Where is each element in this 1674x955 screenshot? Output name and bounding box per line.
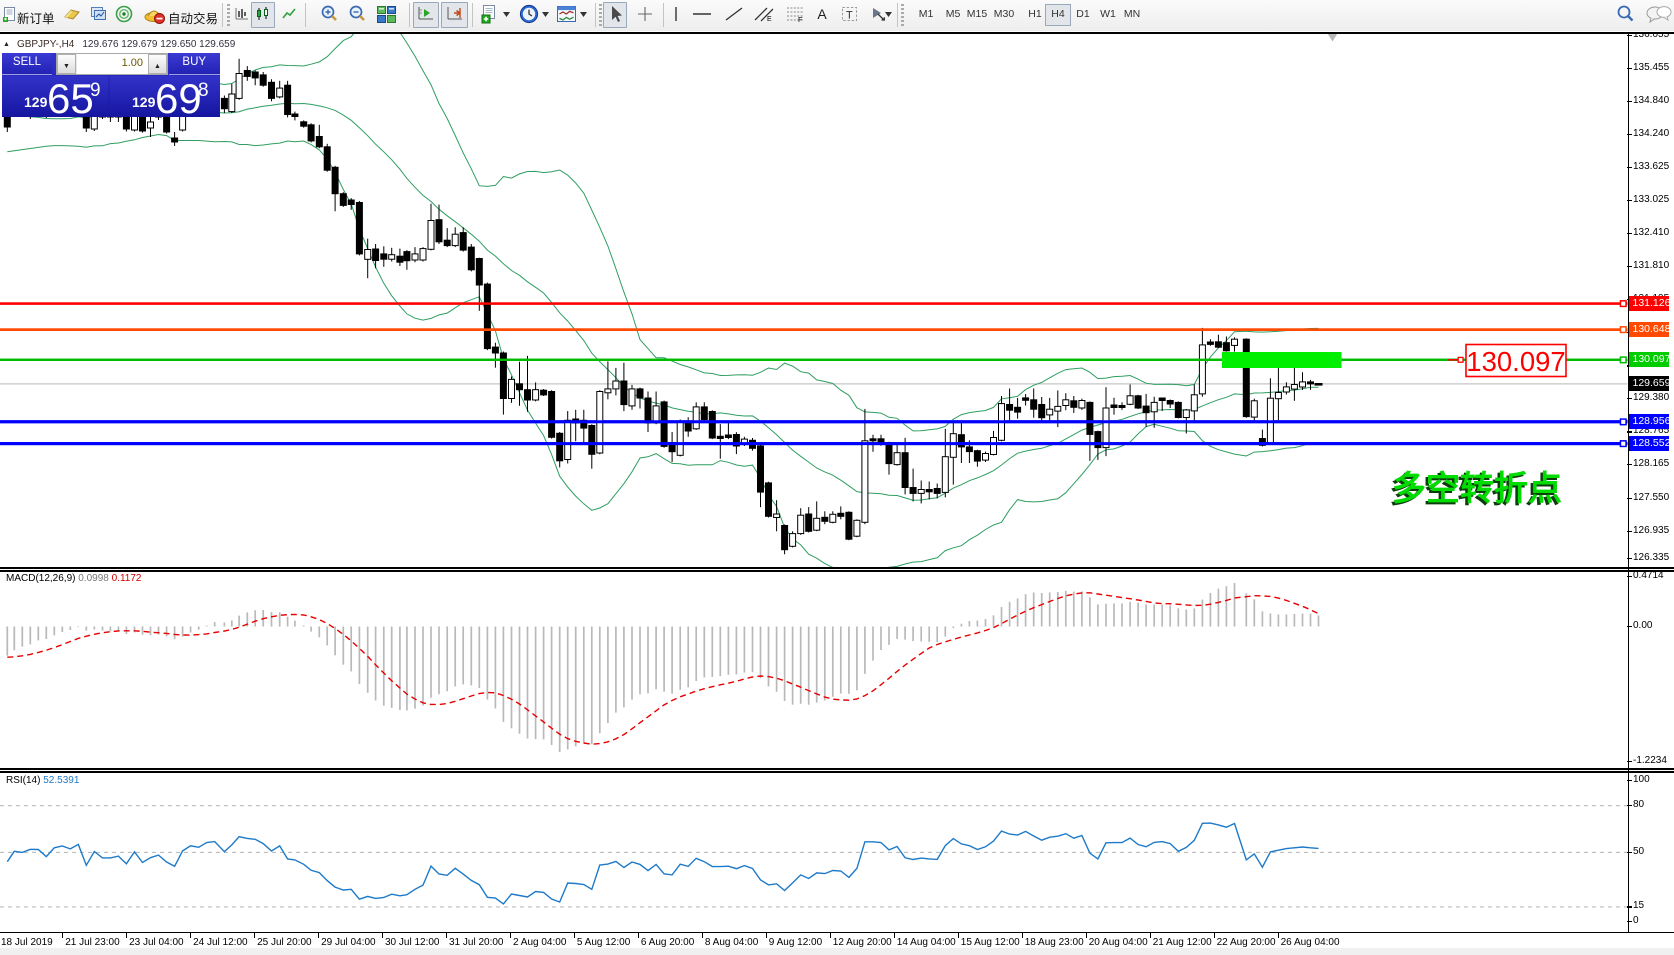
svg-text:T: T [846, 10, 853, 22]
svg-text:E: E [767, 16, 772, 23]
svg-text:多空转折点: 多空转折点 [1390, 472, 1560, 510]
svg-text:多空转折点: 多空转折点 [1392, 470, 1562, 508]
svg-text:130.097: 130.097 [1466, 346, 1565, 377]
svg-text:F: F [798, 15, 803, 23]
